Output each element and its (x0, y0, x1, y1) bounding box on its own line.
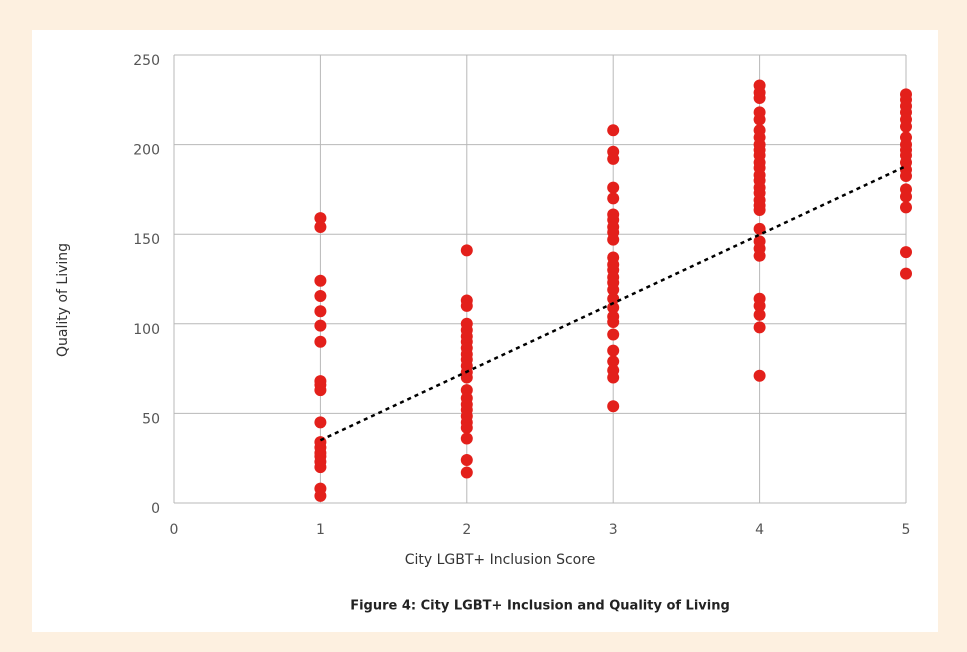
point (753, 249, 766, 262)
y-tick-label: 250 (133, 53, 160, 69)
point (753, 222, 766, 235)
point (607, 152, 620, 165)
point (900, 201, 912, 214)
point (460, 244, 473, 257)
point (607, 344, 620, 357)
x-tick-label: 4 (755, 522, 764, 538)
point (607, 192, 620, 205)
point (753, 321, 766, 334)
point (607, 283, 620, 296)
point (460, 421, 473, 434)
y-tick-label: 100 (133, 322, 160, 338)
point (314, 305, 327, 318)
point (900, 120, 912, 133)
point (753, 204, 766, 217)
point (607, 316, 620, 329)
point (607, 181, 620, 194)
point (753, 369, 766, 382)
point (314, 290, 327, 303)
point (900, 169, 912, 182)
point (314, 212, 327, 225)
point (314, 416, 327, 429)
point (314, 221, 327, 234)
point (460, 299, 473, 312)
point (607, 355, 620, 368)
point (314, 274, 327, 287)
point (607, 301, 620, 314)
point (314, 319, 327, 332)
y-tick-label: 200 (133, 143, 160, 159)
point (460, 432, 473, 445)
x-tick-label: 5 (902, 522, 911, 538)
point (460, 466, 473, 479)
point (314, 335, 327, 348)
x-tick-label: 0 (170, 522, 179, 538)
point (900, 267, 912, 280)
x-axis-label: City LGBT+ Inclusion Score (405, 552, 596, 568)
point (900, 246, 912, 259)
y-tick-label: 50 (142, 411, 160, 427)
x-tick-label: 1 (316, 522, 325, 538)
point (607, 233, 620, 246)
point (607, 292, 620, 305)
point (607, 400, 620, 413)
x-tick-label: 3 (609, 522, 618, 538)
panel (32, 30, 938, 632)
y-axis-label: Quality of Living (55, 243, 71, 357)
caption: Figure 4: City LGBT+ Inclusion and Quali… (350, 599, 730, 614)
point (314, 461, 327, 474)
point (900, 190, 912, 203)
x-tick-label: 2 (462, 522, 471, 538)
point (753, 299, 766, 312)
trendline (319, 164, 907, 442)
point (753, 92, 766, 105)
point (753, 113, 766, 126)
point (314, 384, 327, 397)
point (607, 371, 620, 384)
y-tick-label: 0 (151, 501, 160, 517)
point (607, 328, 620, 341)
point (314, 489, 327, 502)
point (607, 124, 620, 137)
y-tick-label: 150 (133, 232, 160, 248)
point (460, 371, 473, 384)
point (460, 453, 473, 466)
point (753, 308, 766, 321)
